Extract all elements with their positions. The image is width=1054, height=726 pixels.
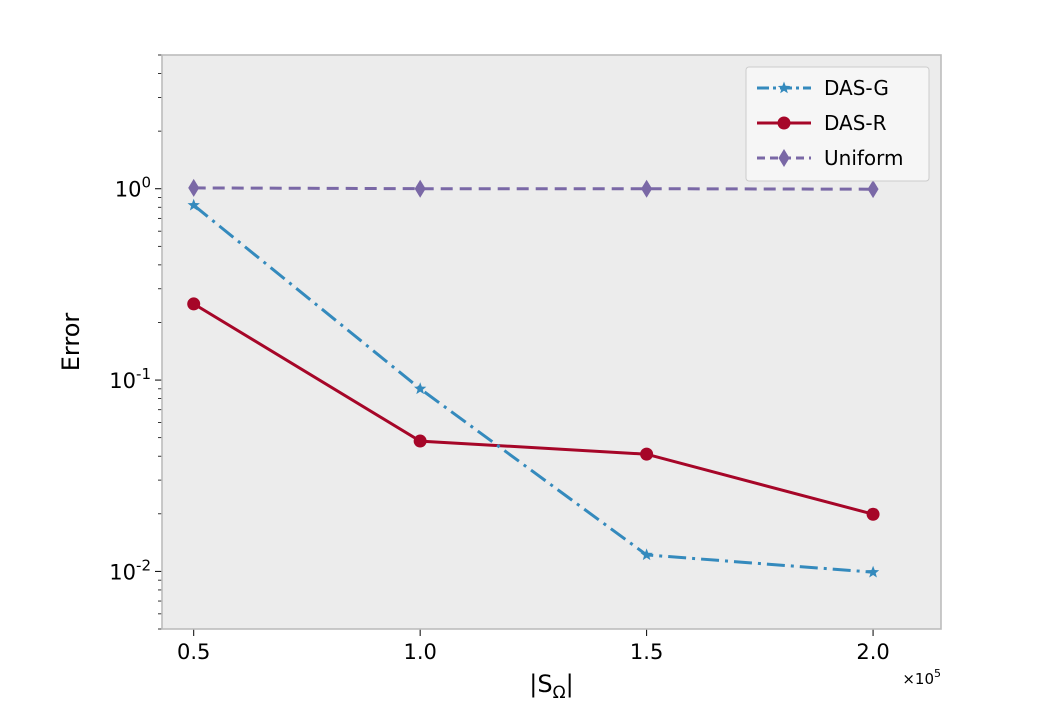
x-axis-label: |SΩ| <box>529 670 573 703</box>
x-tick-label: 1.5 <box>630 640 663 664</box>
series-line-das-r <box>192 302 874 516</box>
y-tick-exponent: -2 <box>136 556 151 574</box>
x-tick-label: 2.0 <box>856 640 889 664</box>
data-point-das-g <box>866 565 880 578</box>
x-tick-label: 0.5 <box>177 640 210 664</box>
y-tick-label: 10-1 <box>109 365 151 393</box>
legend-marker <box>777 116 791 130</box>
legend-marker <box>778 149 790 167</box>
legend-item-das-r: DAS-R <box>757 111 887 135</box>
data-point-uniform <box>641 179 653 198</box>
data-point-uniform <box>867 180 879 199</box>
plot-frame <box>161 54 942 630</box>
legend-label: Uniform <box>824 146 904 170</box>
series-layer <box>187 178 880 578</box>
legend: DAS-G DAS-R Uniform <box>745 66 930 182</box>
x-axis-label-close: | <box>566 670 574 698</box>
legend-item-uniform: Uniform <box>757 146 904 170</box>
x-multiplier-exponent: 5 <box>934 667 941 680</box>
x-axis-ticks: 0.5 1.0 1.5 2.0 <box>177 629 890 664</box>
x-tick-label: 1.0 <box>403 640 436 664</box>
x-axis-multiplier: ×105 <box>902 667 941 688</box>
legend-label: DAS-G <box>824 76 889 100</box>
series-das-g <box>187 198 880 578</box>
x-axis-label-subscript: Ω <box>553 683 566 703</box>
x-multiplier-base: ×10 <box>902 670 934 688</box>
legend-box <box>745 66 930 182</box>
legend-marker <box>777 81 791 94</box>
legend-label: DAS-R <box>824 111 887 135</box>
data-point-das-r <box>413 434 427 448</box>
data-point-das-g <box>187 198 200 211</box>
series-line-das-g <box>192 204 874 574</box>
data-point-das-r <box>866 507 880 521</box>
y-tick-base: 10 <box>115 178 142 202</box>
data-point-das-r <box>187 297 201 311</box>
data-point-das-g <box>414 382 427 395</box>
legend-item-das-g: DAS-G <box>757 76 889 100</box>
x-axis-label-main: |S <box>529 670 552 698</box>
data-point-das-r <box>640 447 654 461</box>
series-uniform <box>188 178 879 199</box>
data-point-uniform <box>414 179 426 198</box>
y-tick-label: 10-2 <box>109 556 151 584</box>
y-tick-base: 10 <box>109 560 136 584</box>
data-point-das-g <box>640 548 653 561</box>
y-tick-exponent: 0 <box>141 174 151 192</box>
series-das-r <box>187 297 880 521</box>
y-tick-label: 100 <box>115 174 151 202</box>
y-tick-exponent: -1 <box>136 365 151 383</box>
y-axis-label: Error <box>57 313 85 372</box>
y-tick-base: 10 <box>109 369 136 393</box>
data-point-uniform <box>188 178 200 197</box>
